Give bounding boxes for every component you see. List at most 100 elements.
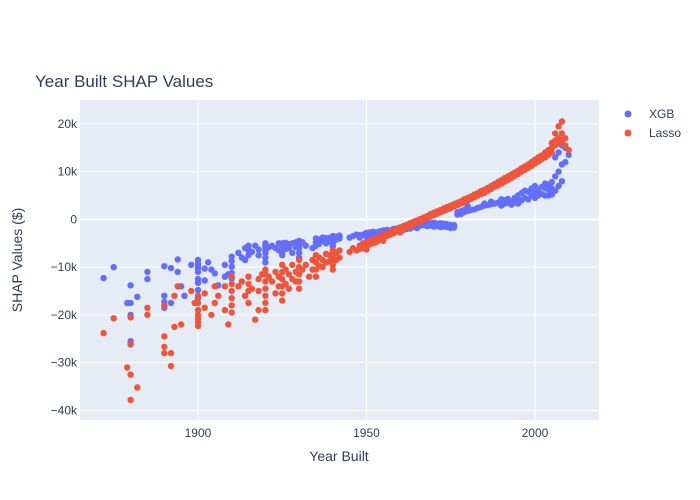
data-point xyxy=(252,316,259,323)
data-point xyxy=(228,287,235,295)
data-point xyxy=(255,275,262,283)
data-point xyxy=(201,265,208,272)
y-tick-label: −40k xyxy=(51,403,78,417)
data-point xyxy=(167,349,175,357)
data-point xyxy=(279,290,286,297)
x-tick-labels: 1900 1950 2000 xyxy=(185,426,549,440)
data-point xyxy=(194,286,202,294)
data-point xyxy=(188,287,195,295)
data-point xyxy=(171,292,178,299)
data-point xyxy=(161,292,168,299)
data-point xyxy=(245,273,252,280)
data-point xyxy=(228,257,235,265)
data-point xyxy=(167,362,175,370)
legend-marker xyxy=(624,110,632,118)
data-point xyxy=(177,321,185,328)
data-point xyxy=(110,315,117,322)
data-point xyxy=(295,249,303,256)
data-point xyxy=(558,178,566,185)
data-point xyxy=(552,130,559,137)
data-point xyxy=(194,268,202,276)
data-point xyxy=(134,293,141,300)
data-point xyxy=(295,278,303,285)
data-point xyxy=(127,396,134,404)
data-point xyxy=(552,187,559,194)
data-point xyxy=(194,322,202,330)
data-point xyxy=(262,249,269,256)
data-point xyxy=(552,154,559,161)
data-point xyxy=(144,311,151,319)
data-point xyxy=(285,285,293,292)
data-point xyxy=(262,254,269,261)
data-point xyxy=(279,297,286,304)
data-point xyxy=(558,130,566,137)
data-point xyxy=(548,178,555,186)
data-points xyxy=(100,118,572,404)
data-point xyxy=(295,271,303,278)
data-point xyxy=(299,266,306,273)
data-point xyxy=(235,249,242,256)
y-tick-label: −20k xyxy=(51,308,78,322)
y-tick-label: −30k xyxy=(51,356,78,370)
y-tick-label: 0 xyxy=(70,212,77,226)
data-point xyxy=(194,306,202,314)
data-point xyxy=(241,256,249,264)
data-point xyxy=(201,290,208,297)
data-point xyxy=(194,299,202,307)
legend-label: XGB xyxy=(649,107,674,121)
data-point xyxy=(562,158,569,166)
data-point xyxy=(174,268,181,276)
data-point xyxy=(329,261,336,268)
y-tick-label: −10k xyxy=(51,260,78,274)
data-point xyxy=(265,273,272,280)
data-point xyxy=(235,283,242,290)
data-point xyxy=(221,306,229,314)
data-point xyxy=(248,285,256,292)
data-point xyxy=(127,314,134,321)
data-point xyxy=(208,311,215,319)
data-point xyxy=(363,246,370,253)
data-point xyxy=(194,279,202,287)
data-point xyxy=(279,261,286,268)
data-point xyxy=(248,248,256,256)
data-point xyxy=(285,244,293,252)
data-point xyxy=(204,259,212,266)
data-point xyxy=(124,364,131,371)
data-point xyxy=(262,266,269,273)
x-axis-label: Year Built xyxy=(309,448,369,464)
data-point xyxy=(552,173,559,180)
y-tick-label: 20k xyxy=(58,117,78,131)
data-point xyxy=(380,237,387,245)
data-point xyxy=(211,270,218,277)
data-point xyxy=(100,274,107,282)
data-point xyxy=(144,275,151,283)
legend-item-xgb[interactable]: XGB xyxy=(624,107,675,121)
data-point xyxy=(215,292,222,299)
x-tick-label: 1950 xyxy=(353,426,380,440)
data-point xyxy=(127,340,134,347)
data-point xyxy=(188,261,195,268)
data-point xyxy=(302,242,309,249)
data-point xyxy=(211,299,218,307)
data-point xyxy=(134,384,141,391)
legend[interactable]: XGB Lasso xyxy=(624,107,682,140)
data-point xyxy=(555,149,562,156)
data-point xyxy=(161,263,168,270)
y-tick-labels: −40k −30k −20k −10k 0 10k 20k xyxy=(51,117,78,418)
data-point xyxy=(201,304,208,311)
data-point xyxy=(255,287,262,295)
y-axis-label: SHAP Values ($) xyxy=(9,208,25,313)
data-point xyxy=(262,278,269,285)
data-point xyxy=(221,261,229,268)
data-point xyxy=(295,244,303,252)
data-point xyxy=(548,149,555,156)
chart-title: Year Built SHAP Values xyxy=(35,72,213,91)
data-point xyxy=(295,256,303,264)
legend-item-lasso[interactable]: Lasso xyxy=(624,126,682,140)
data-point xyxy=(228,280,235,288)
data-point xyxy=(306,273,313,280)
data-point xyxy=(282,266,289,273)
data-point xyxy=(302,261,309,268)
data-point xyxy=(221,283,229,290)
data-point xyxy=(127,371,134,378)
